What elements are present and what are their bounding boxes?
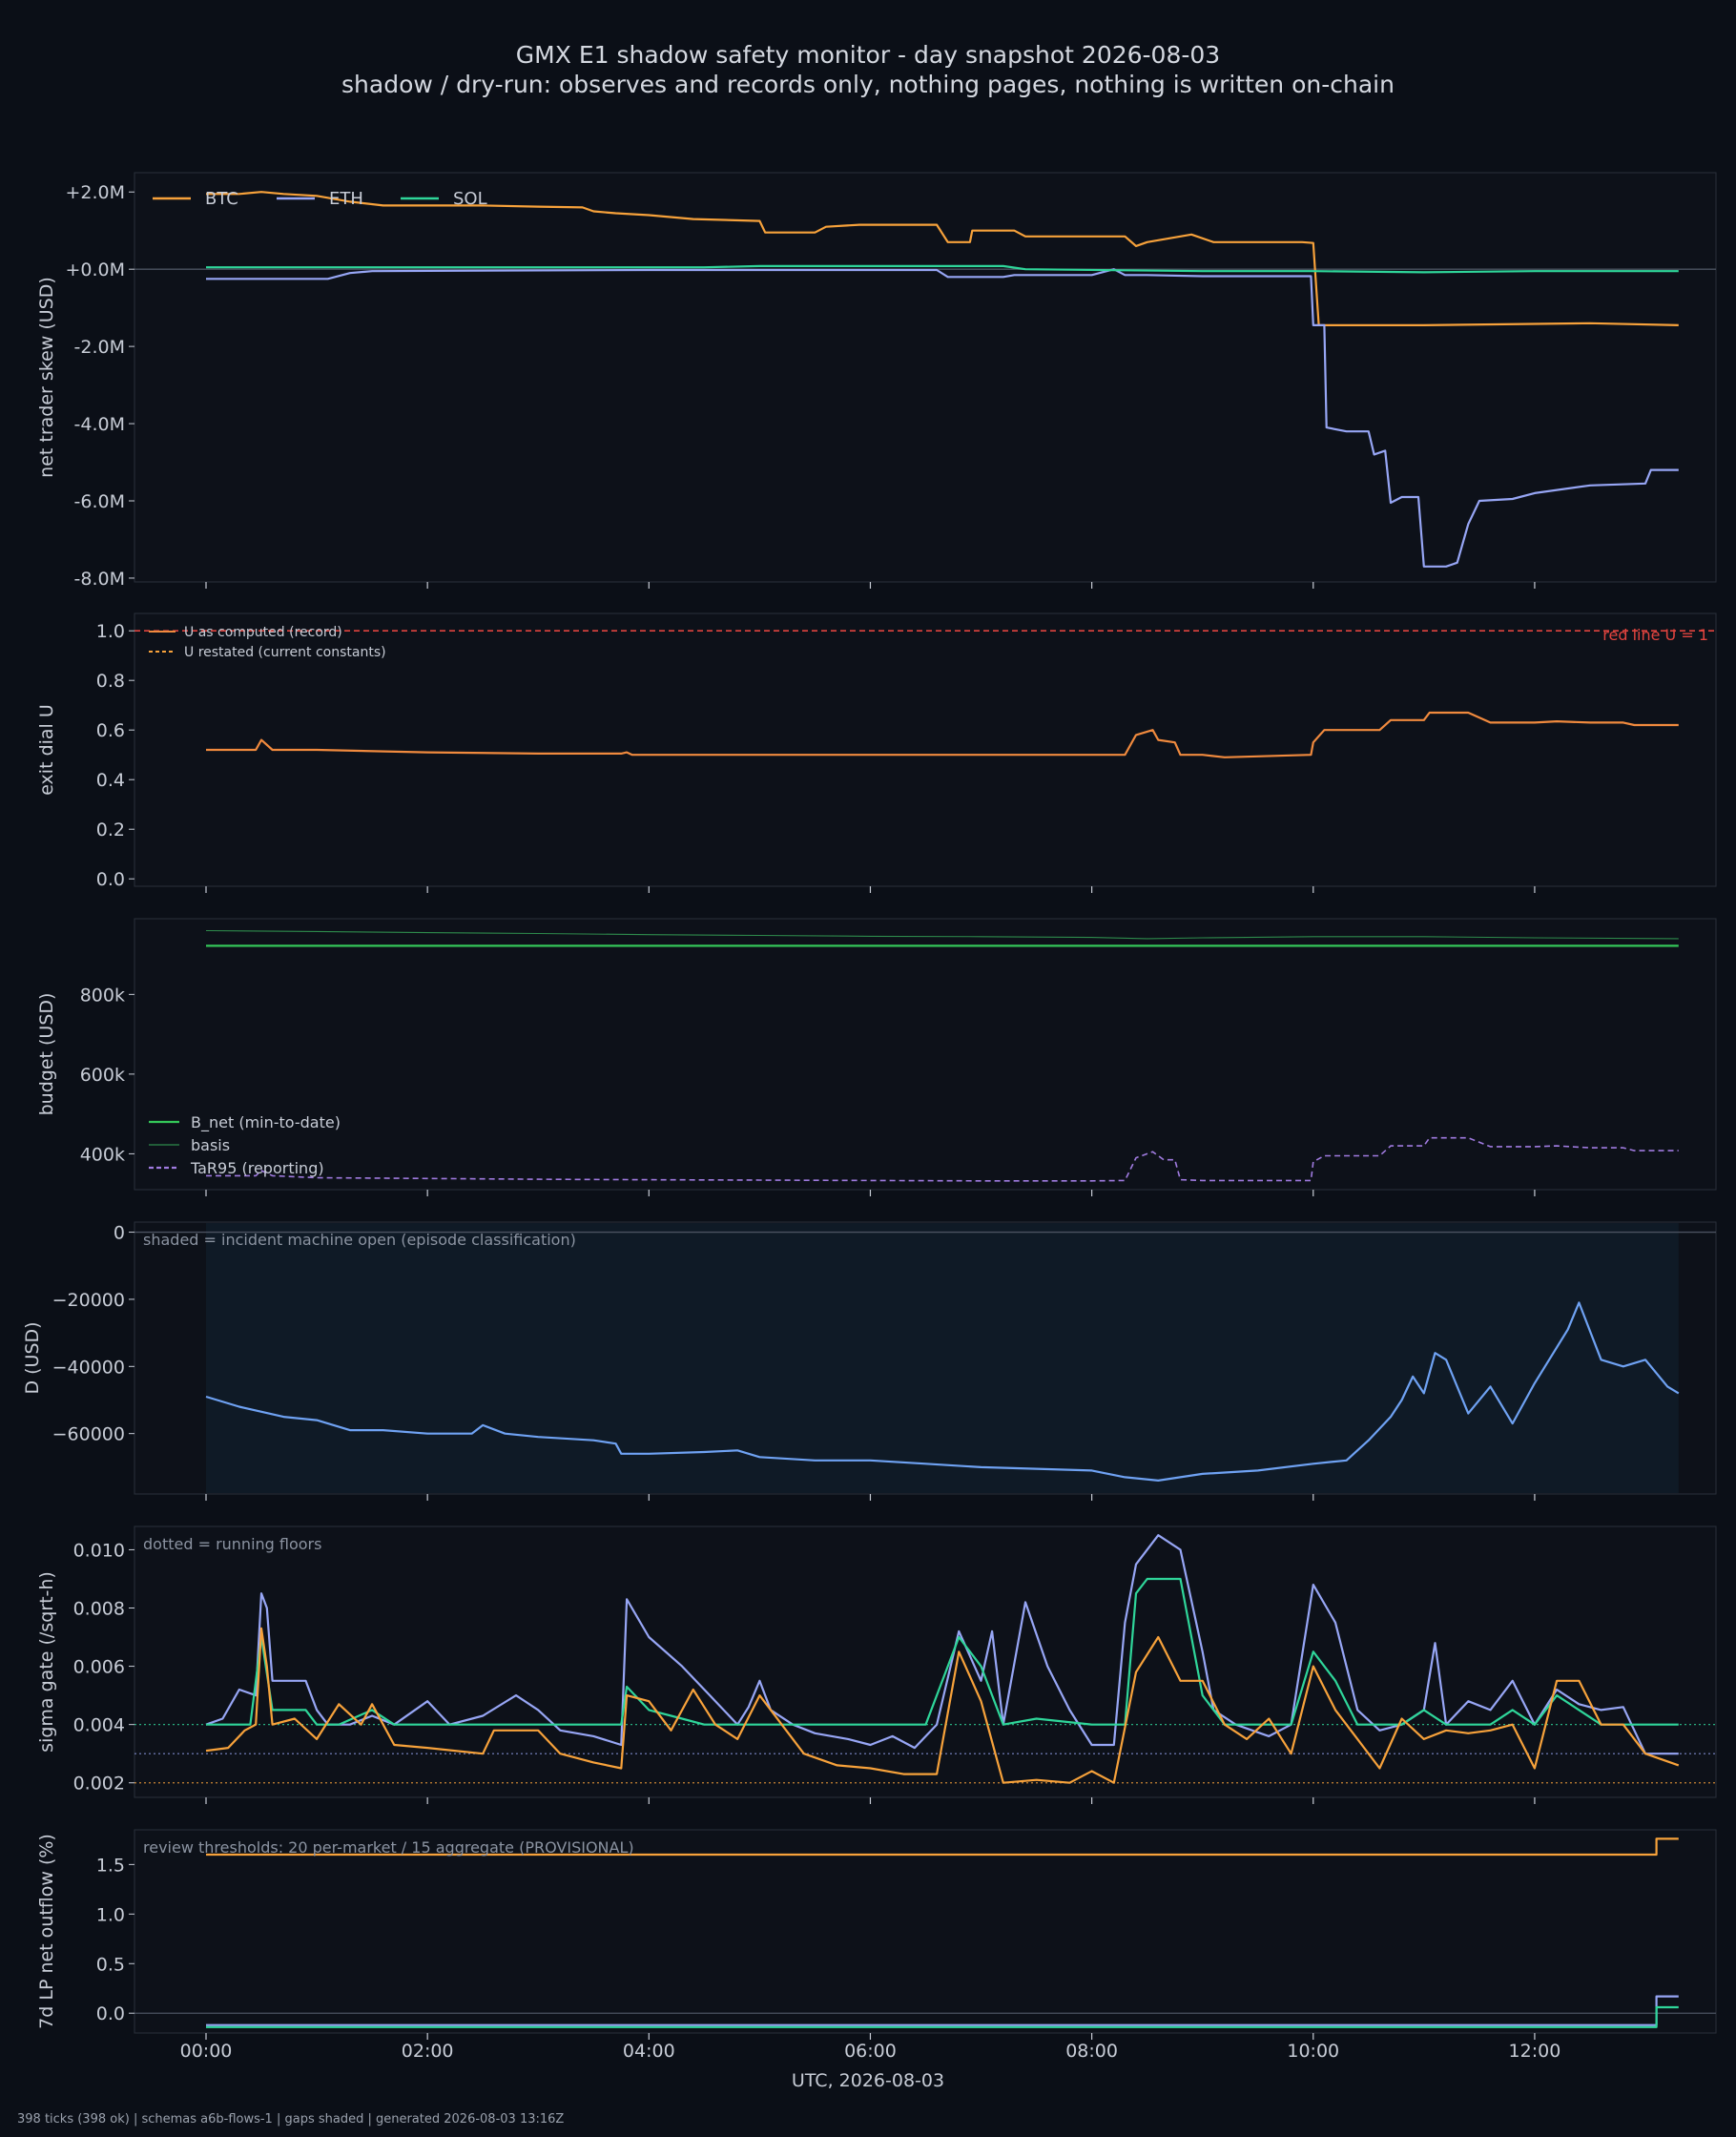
series-u-as-computed-record- bbox=[206, 711, 1679, 758]
y-tick-label: 400k bbox=[80, 1144, 125, 1165]
y-tick-label: -4.0M bbox=[74, 414, 125, 435]
y-tick-label: 0.0 bbox=[96, 2003, 125, 2024]
panel-annotation: review thresholds: 20 per-market / 15 ag… bbox=[143, 1838, 634, 1857]
panel-annotation: shaded = incident machine open (episode … bbox=[143, 1231, 576, 1249]
y-tick-label: −60000 bbox=[52, 1424, 125, 1445]
panel-frame bbox=[134, 1829, 1717, 2034]
x-tick-label: 04:00 bbox=[623, 2041, 675, 2062]
chart-title: GMX E1 shadow safety monitor - day snaps… bbox=[516, 41, 1220, 69]
y-axis-label: sigma gate (/sqrt-h) bbox=[36, 1571, 57, 1753]
x-tick-label: 08:00 bbox=[1065, 2041, 1118, 2062]
y-axis-label: net trader skew (USD) bbox=[36, 277, 57, 478]
y-tick-label: 800k bbox=[80, 985, 125, 1006]
series-d bbox=[205, 1301, 1680, 1483]
y-axis-label: 7d LP net outflow (%) bbox=[36, 1834, 57, 2029]
panel-frame bbox=[134, 1525, 1717, 1798]
y-tick-label: 0.2 bbox=[96, 820, 125, 840]
legend-label: U restated (current constants) bbox=[184, 645, 386, 660]
series-btc bbox=[206, 1837, 1679, 1857]
legend-label: U as computed (record) bbox=[184, 625, 342, 640]
panel-frame bbox=[134, 172, 1717, 583]
panel-frame bbox=[134, 612, 1717, 887]
x-tick-label: 06:00 bbox=[844, 2041, 897, 2062]
y-tick-label: 0 bbox=[114, 1223, 125, 1244]
incident-shade bbox=[206, 1223, 1679, 1493]
x-tick-label: 02:00 bbox=[402, 2041, 454, 2062]
legend-label: BTC bbox=[205, 189, 238, 209]
y-tick-label: 0.4 bbox=[96, 770, 125, 791]
y-tick-label: 0.8 bbox=[96, 671, 125, 692]
panel-dusd: 0 −20000 −40000 −60000 D (USD) shaded = incid… bbox=[22, 1221, 1717, 1501]
series-sol bbox=[206, 264, 1679, 274]
footer-status: 398 ticks (398 ok) | schemas a6b-flows-1… bbox=[17, 2112, 565, 2127]
x-axis-label: UTC, 2026-08-03 bbox=[792, 2070, 944, 2091]
y-tick-label: −20000 bbox=[52, 1290, 125, 1311]
red-line-annotation: red line U = 1 bbox=[1602, 626, 1708, 644]
panel-exit: 1.0 0.8 0.6 0.4 0.2 0.0 exit dial U red line U … bbox=[36, 612, 1717, 893]
series-btc bbox=[206, 191, 1679, 326]
y-tick-label: −40000 bbox=[52, 1357, 125, 1378]
y-tick-label: 0.5 bbox=[96, 1954, 125, 1975]
x-tick-label: 00:00 bbox=[180, 2041, 233, 2062]
panel-budget: 800k 600k 400k budget (USD) B_net (min-to-da… bbox=[36, 918, 1717, 1196]
y-axis-label: D (USD) bbox=[22, 1321, 43, 1394]
y-tick-label: 0.0 bbox=[96, 869, 125, 890]
series-basis bbox=[205, 929, 1679, 940]
legend-label: basis bbox=[191, 1136, 230, 1154]
series-sol bbox=[206, 2005, 1679, 2028]
series-tar95-reporting- bbox=[206, 1136, 1679, 1182]
panel-annotation: dotted = running floors bbox=[143, 1535, 321, 1553]
y-tick-label: 1.5 bbox=[96, 1855, 125, 1876]
legend-label: SOL bbox=[453, 189, 487, 209]
y-tick-label: -6.0M bbox=[74, 491, 125, 512]
panel-frame bbox=[134, 918, 1717, 1191]
y-tick-label: +2.0M bbox=[65, 182, 125, 203]
series-sol bbox=[206, 1577, 1679, 1726]
series-btc bbox=[205, 1627, 1680, 1784]
y-tick-label: 600k bbox=[80, 1065, 125, 1086]
y-tick-label: 1.0 bbox=[96, 621, 125, 642]
y-tick-label: 0.004 bbox=[73, 1715, 125, 1736]
legend-label: B_net (min-to-date) bbox=[191, 1113, 341, 1132]
x-tick-label: 12:00 bbox=[1509, 2041, 1561, 2062]
y-tick-label: 0.002 bbox=[73, 1774, 125, 1795]
y-tick-label: -2.0M bbox=[74, 337, 125, 358]
chart-subtitle: shadow / dry-run: observes and records o… bbox=[341, 71, 1395, 98]
y-tick-label: 0.6 bbox=[96, 720, 125, 741]
panel-skew: +2.0M +0.0M -2.0M -4.0M -6.0M -8.0M net trader… bbox=[36, 172, 1717, 590]
y-axis-label: exit dial U bbox=[36, 704, 57, 796]
y-tick-label: 0.010 bbox=[73, 1540, 125, 1561]
chart-panels: +2.0M +0.0M -2.0M -4.0M -6.0M -8.0M net trader… bbox=[22, 172, 1717, 2062]
legend-label: ETH bbox=[329, 189, 363, 209]
panel-sigma: 0.010 0.008 0.006 0.004 0.002 sigma gate (/sq… bbox=[36, 1525, 1717, 1804]
x-tick-label: 10:00 bbox=[1287, 2041, 1339, 2062]
series-eth bbox=[206, 268, 1679, 568]
panel-outflow: 1.5 1.0 0.5 0.0 7d LP net outflow (%) review … bbox=[36, 1829, 1717, 2040]
y-tick-label: 0.008 bbox=[73, 1599, 125, 1620]
legend-label: TaR95 (reporting) bbox=[190, 1159, 324, 1177]
y-tick-label: 0.006 bbox=[73, 1657, 125, 1678]
y-tick-label: -8.0M bbox=[74, 569, 125, 590]
y-tick-label: +0.0M bbox=[65, 259, 125, 280]
y-tick-label: 1.0 bbox=[96, 1904, 125, 1925]
y-axis-label: budget (USD) bbox=[36, 993, 57, 1116]
